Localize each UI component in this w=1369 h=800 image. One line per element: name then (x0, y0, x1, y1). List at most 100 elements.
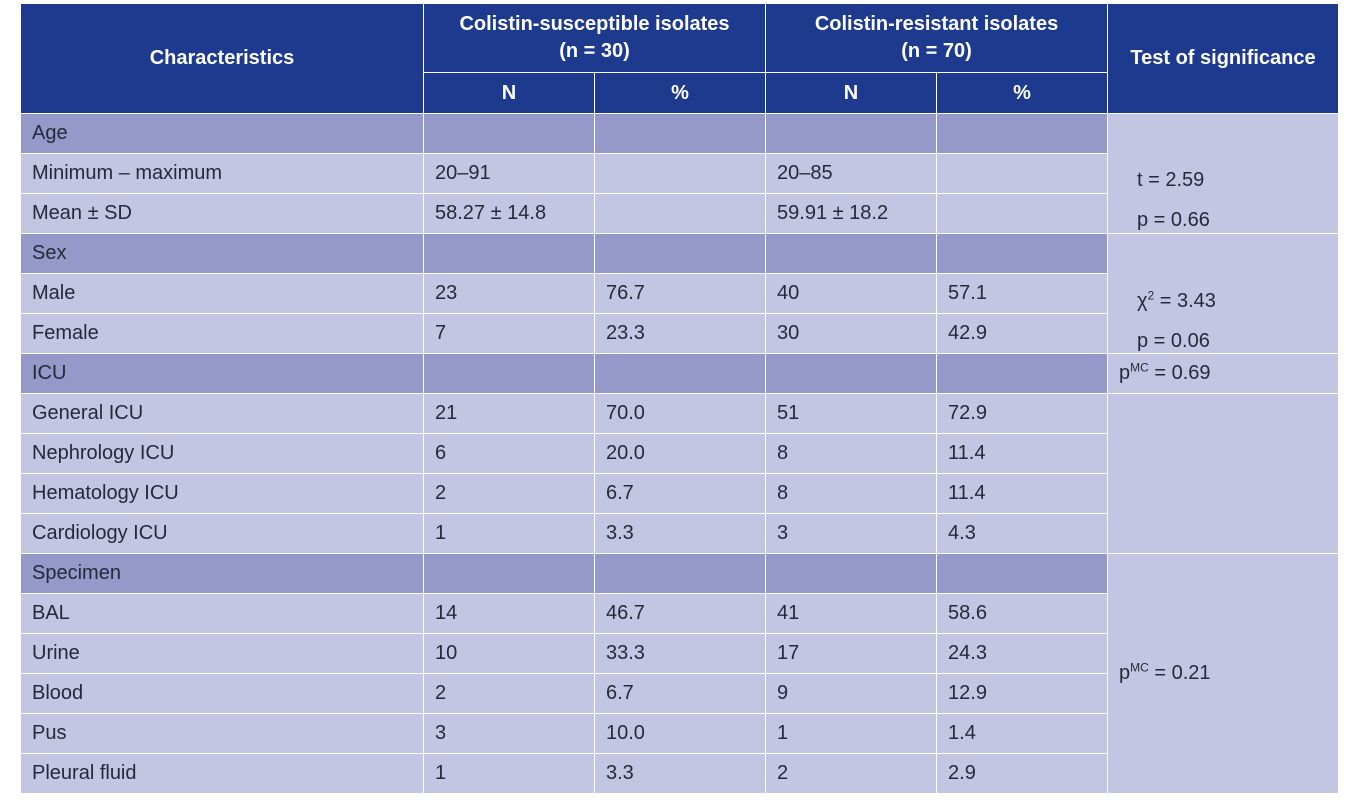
row-label: BAL (20, 593, 424, 634)
table-row: Urine 10 33.3 17 24.3 (20, 633, 1339, 674)
row-label: Male (20, 273, 424, 314)
susceptible-n-cell: 6 (423, 433, 595, 474)
row-label: General ICU (20, 393, 424, 434)
susceptible-pct-cell (593, 193, 767, 234)
resistant-pct-cell: 2.9 (936, 753, 1109, 794)
resistant-n-cell: 59.91 ± 18.2 (765, 193, 938, 234)
header-resistant-title: Colistin-resistant isolates (814, 13, 1059, 35)
header-susceptible-count: (n = 30) (559, 40, 630, 62)
header-resistant-pct: % (936, 72, 1109, 114)
susceptible-pct-cell (593, 153, 767, 194)
group-label-age: Age (20, 113, 424, 154)
specimen-sig-value: = 0.21 (1148, 662, 1211, 684)
resistant-n-cell: 40 (765, 273, 938, 314)
header-row-2: N % N % (21, 72, 1339, 114)
susceptible-n-cell: 21 (423, 393, 595, 434)
specimen-significance: pMC = 0.21 (1107, 553, 1340, 794)
group-row-age: Age (20, 113, 1340, 234)
row-label: Mean ± SD (20, 193, 424, 234)
header-characteristics: Characteristics (20, 3, 424, 114)
row-label: Blood (20, 673, 424, 714)
sex-sig-symbol: χ (1137, 290, 1148, 312)
age-sig-line2: p = 0.66 (1137, 209, 1210, 231)
group-label-icu: ICU (20, 353, 424, 394)
header-row-1: Characteristics Colistin-susceptible iso… (20, 3, 1340, 114)
susceptible-pct-cell: 46.7 (593, 593, 767, 634)
age-sig-line1: t = 2.59 (1137, 169, 1205, 191)
row-label: Nephrology ICU (20, 433, 424, 474)
sex-sig-sup: 2 (1147, 288, 1155, 303)
resistant-n-cell: 8 (765, 473, 938, 514)
susceptible-pct-cell: 3.3 (593, 753, 767, 794)
table-row: Mean ± SD 58.27 ± 14.8 59.91 ± 18.2 (20, 193, 1339, 234)
icu-sig-value: = 0.69 (1148, 362, 1211, 384)
table-row: Pleural fluid 1 3.3 2 2.9 (20, 753, 1339, 794)
group-label-specimen: Specimen (20, 553, 424, 594)
susceptible-n-cell: 1 (423, 753, 595, 794)
resistant-n-cell: 41 (765, 593, 938, 634)
sex-sig-value: = 3.43 (1154, 290, 1216, 312)
susceptible-pct-cell: 76.7 (593, 273, 767, 314)
icu-sig-sup: MC (1130, 360, 1149, 375)
row-label: Female (20, 313, 424, 354)
row-label: Urine (20, 633, 424, 674)
susceptible-n-cell: 7 (423, 313, 595, 354)
group-row-icu: ICU pMC = 0.69 (20, 353, 1340, 394)
table-row: Minimum – maximum 20–91 20–85 (20, 153, 1339, 194)
table-row: BAL 14 46.7 41 58.6 (20, 593, 1339, 634)
susceptible-n-cell: 2 (423, 673, 595, 714)
susceptible-n-cell: 2 (423, 473, 595, 514)
susceptible-n-cell: 10 (423, 633, 595, 674)
resistant-pct-cell: 57.1 (936, 273, 1109, 314)
resistant-pct-cell: 58.6 (936, 593, 1109, 634)
row-label: Cardiology ICU (20, 513, 424, 554)
header-susceptible-pct: % (593, 72, 767, 114)
resistant-n-cell: 17 (765, 633, 938, 674)
sex-significance: χ2 = 3.43 p = 0.06 (1137, 281, 1357, 361)
susceptible-n-cell: 14 (423, 593, 595, 634)
susceptible-n-cell: 20–91 (423, 153, 595, 194)
susceptible-pct-cell: 6.7 (593, 673, 767, 714)
susceptible-pct-cell: 3.3 (593, 513, 767, 554)
susceptible-pct-cell: 33.3 (593, 633, 767, 674)
header-resistant-count: (n = 70) (901, 40, 972, 62)
specimen-sig-base: p (1119, 662, 1131, 684)
icu-sig-base: p (1119, 362, 1131, 384)
resistant-pct-cell: 1.4 (936, 713, 1109, 754)
resistant-pct-cell: 72.9 (936, 393, 1109, 434)
susceptible-n-cell: 1 (423, 513, 595, 554)
icu-significance: pMC = 0.69 (1107, 353, 1340, 394)
table-row: General ICU 21 70.0 51 72.9 (20, 393, 1340, 554)
sex-sig-line1: χ2 = 3.43 (1137, 281, 1357, 321)
resistant-pct-cell: 4.3 (936, 513, 1109, 554)
group-label-sex: Sex (20, 233, 424, 274)
resistant-n-cell: 51 (765, 393, 938, 434)
sex-sig-line2: p = 0.06 (1137, 330, 1210, 352)
row-label: Hematology ICU (20, 473, 424, 514)
row-label: Minimum – maximum (20, 153, 424, 194)
susceptible-pct-cell: 10.0 (593, 713, 767, 754)
resistant-pct-cell (936, 153, 1109, 194)
specimen-sig-sup: MC (1130, 660, 1149, 675)
characteristics-table: Characteristics Colistin-susceptible iso… (20, 3, 1340, 794)
header-susceptible-title: Colistin-susceptible isolates (459, 13, 730, 35)
resistant-n-cell: 20–85 (765, 153, 938, 194)
table-row: Hematology ICU 2 6.7 8 11.4 (20, 473, 1339, 514)
resistant-n-cell: 30 (765, 313, 938, 354)
susceptible-n-cell: 3 (423, 713, 595, 754)
resistant-pct-cell: 12.9 (936, 673, 1109, 714)
header-susceptible: Colistin-susceptible isolates (n = 30) (422, 3, 767, 73)
resistant-pct-cell: 11.4 (936, 433, 1109, 474)
table-row: Male 23 76.7 40 57.1 (20, 273, 1339, 314)
resistant-pct-cell (936, 193, 1109, 234)
characteristics-table-container: Characteristics Colistin-susceptible iso… (20, 3, 1340, 794)
table-row: Pus 3 10.0 1 1.4 (20, 713, 1339, 754)
table-row: Female 7 23.3 30 42.9 (20, 313, 1339, 354)
age-significance: t = 2.59 p = 0.66 (1137, 160, 1357, 240)
row-label: Pleural fluid (20, 753, 424, 794)
table-header: Characteristics Colistin-susceptible iso… (20, 3, 1340, 114)
header-test-of-significance: Test of significance (1107, 3, 1340, 114)
table-row: Blood 2 6.7 9 12.9 (20, 673, 1339, 714)
resistant-pct-cell: 42.9 (936, 313, 1109, 354)
resistant-pct-cell: 11.4 (936, 473, 1109, 514)
